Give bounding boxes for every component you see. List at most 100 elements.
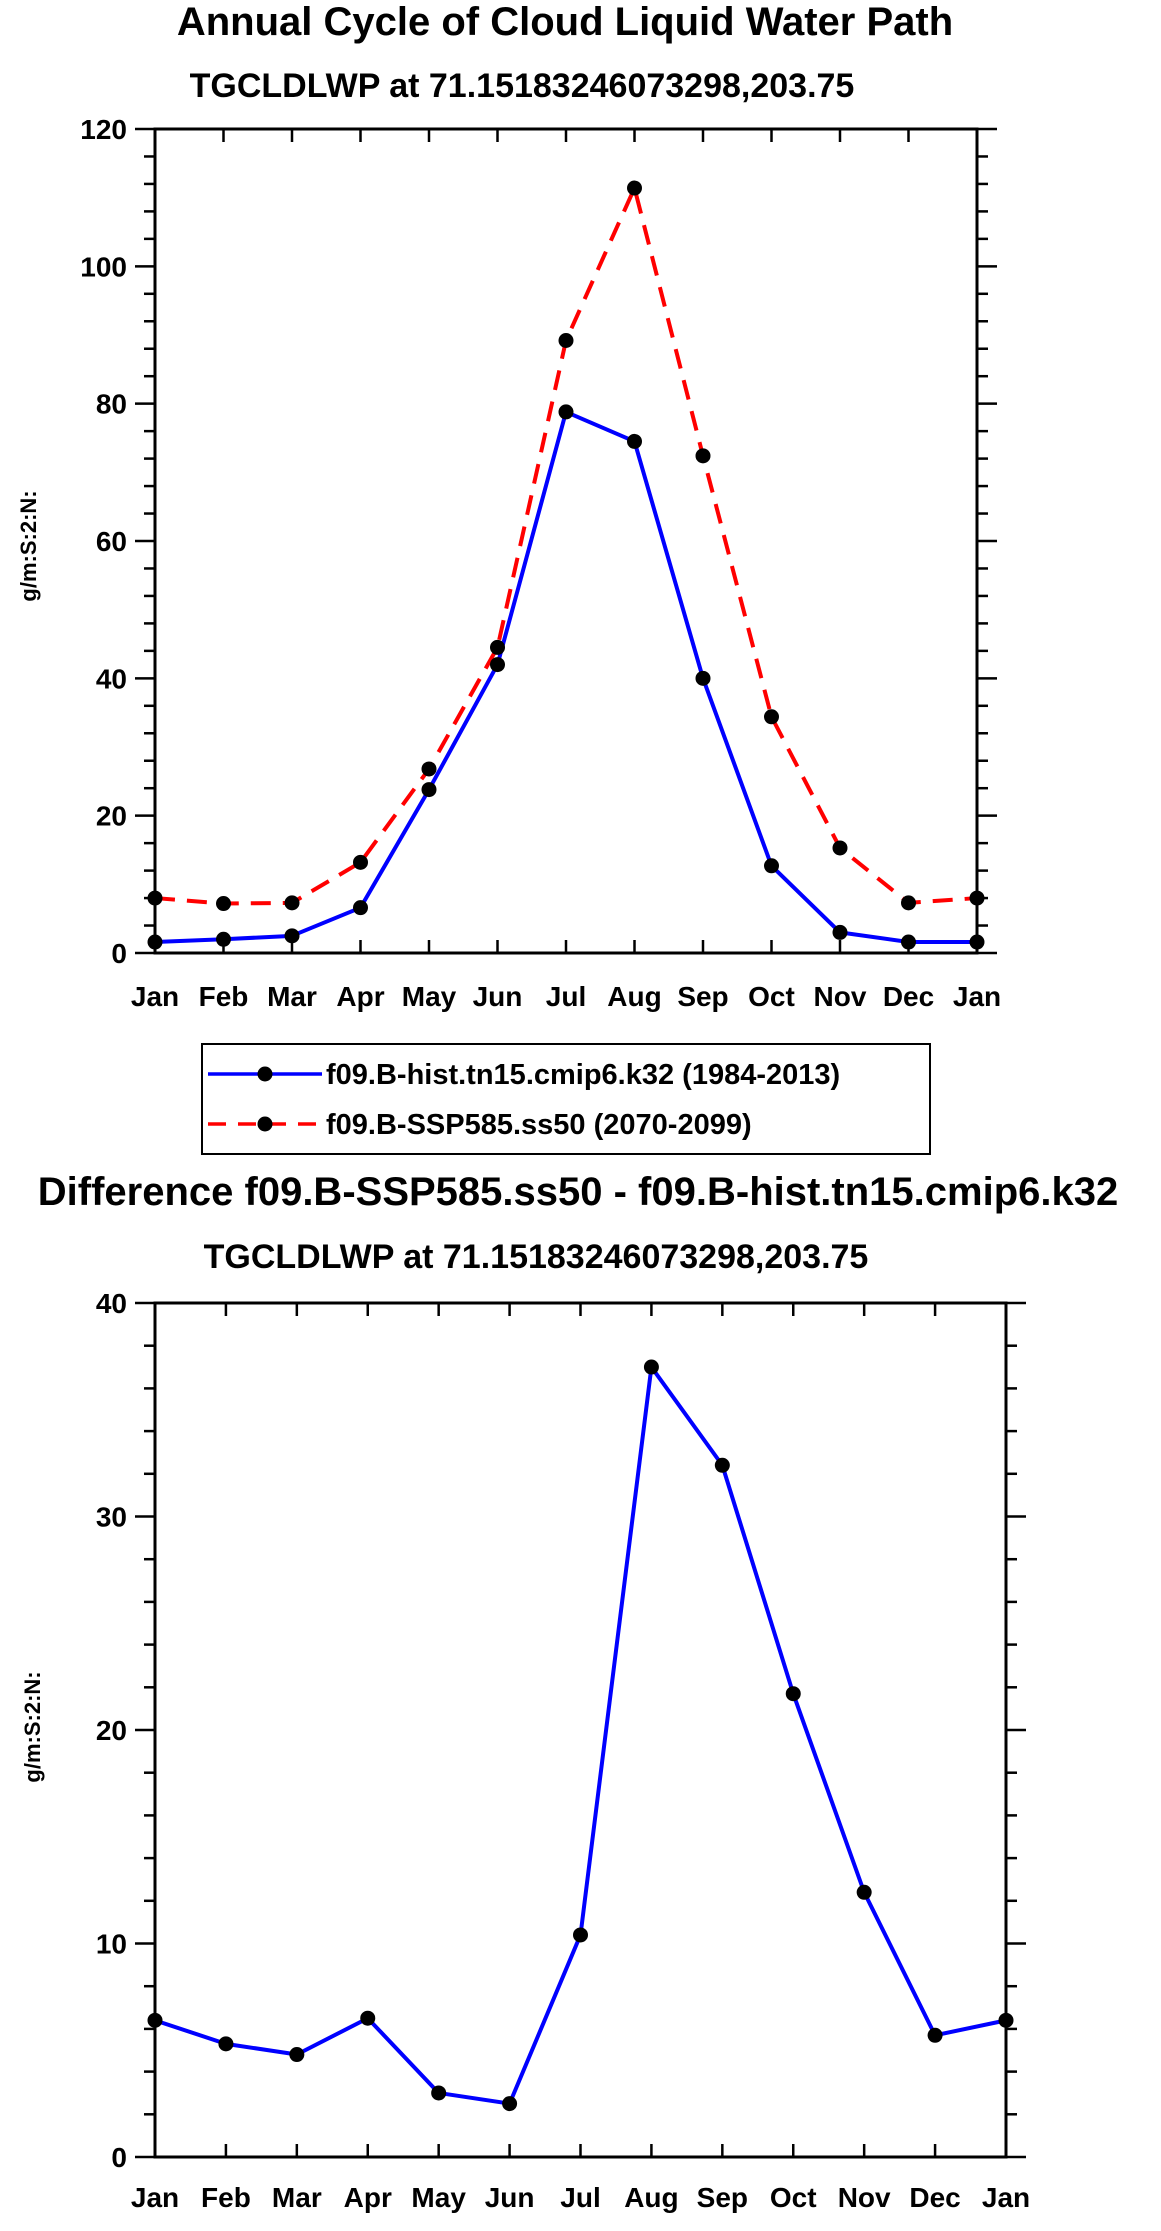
x-tick-label: Mar [267, 981, 317, 1012]
x-tick-label: Feb [201, 2182, 251, 2213]
y-tick-label: 10 [96, 1929, 127, 1960]
x-tick-label: Oct [748, 981, 795, 1012]
data-point-series-1 [627, 180, 642, 196]
y-tick-label: 120 [80, 114, 127, 145]
data-point-series-0 [353, 900, 368, 916]
x-tick-label: Feb [199, 981, 249, 1012]
x-tick-label: Jan [982, 2182, 1030, 2213]
data-point-series-0 [360, 2010, 376, 2026]
x-tick-label: Aug [624, 2182, 678, 2213]
y-tick-label: 0 [111, 2142, 127, 2173]
data-point-series-0 [927, 2027, 943, 2043]
y-tick-label: 20 [96, 1715, 127, 1746]
data-point-series-0 [856, 1884, 872, 1900]
data-point-series-1 [764, 709, 779, 725]
series-line-0 [154, 1365, 1007, 2106]
data-point-series-1 [147, 890, 163, 906]
y-axis-label: g/m:S:2:N: [20, 1671, 45, 1782]
data-point-series-0 [218, 2036, 234, 2052]
x-tick-label: Aug [607, 981, 661, 1012]
x-tick-label: Apr [336, 981, 384, 1012]
chart-title: Annual Cycle of Cloud Liquid Water Path [177, 0, 953, 44]
data-point-series-0 [764, 858, 779, 874]
data-point-series-1 [284, 895, 300, 911]
data-point-series-1 [832, 840, 848, 856]
data-point-series-0 [832, 924, 848, 940]
data-point-series-0 [284, 928, 300, 944]
legend-box [201, 1043, 931, 1155]
data-point-series-1 [558, 332, 574, 348]
data-point-series-0 [289, 2047, 305, 2063]
x-tick-label: Dec [883, 981, 934, 1012]
x-tick-label: May [411, 2182, 466, 2213]
legend-label-hist: f09.B-hist.tn15.cmip6.k32 (1984-2013) [326, 1059, 840, 1091]
data-point-series-0 [573, 1927, 588, 1943]
y-tick-label: 30 [96, 1502, 127, 1533]
data-point-series-1 [695, 448, 711, 464]
data-point-series-0 [147, 2012, 163, 2028]
data-point-series-0 [216, 931, 231, 947]
y-tick-label: 60 [96, 526, 127, 557]
data-point-series-1 [353, 854, 368, 870]
data-point-series-0 [431, 2085, 447, 2101]
y-tick-label: 100 [80, 251, 127, 282]
x-tick-label: Sep [697, 2182, 748, 2213]
data-point-series-0 [643, 1359, 659, 1375]
series-line-0 [154, 409, 977, 945]
data-point-series-0 [502, 2096, 518, 2112]
chart-title: Difference f09.B-SSP585.ss50 - f09.B-his… [38, 1170, 1118, 1214]
data-point-series-1 [901, 895, 916, 911]
data-point-series-0 [998, 2012, 1014, 2028]
data-point-series-0 [785, 1686, 801, 1702]
legend-marker-hist [257, 1066, 273, 1082]
x-tick-label: Jul [560, 2182, 600, 2213]
y-axis-label: g/m:S:2:N: [16, 490, 41, 601]
legend: f09.B-hist.tn15.cmip6.k32 (1984-2013) f0… [201, 1043, 931, 1155]
axes-frame: Jan Feb Mar Apr May Jun Jul Aug Sep Oct Nov Dec Jan0… [96, 1288, 1030, 2213]
x-tick-label: Dec [909, 2182, 960, 2213]
x-tick-label: Nov [838, 2182, 891, 2213]
x-tick-label: Jan [131, 981, 179, 1012]
x-tick-label: May [402, 981, 457, 1012]
y-tick-label: 20 [96, 801, 127, 832]
data-point-series-0 [627, 433, 642, 449]
chart-subtitle: TGCLDLWP at 71.15183246073298,203.75 [190, 67, 855, 105]
data-point-series-1 [421, 761, 437, 777]
y-tick-label: 80 [96, 389, 127, 420]
x-tick-label: Jun [473, 981, 523, 1012]
difference-chart: Difference f09.B-SSP585.ss50 - f09.B-his… [20, 1170, 1118, 2213]
x-tick-label: Jun [485, 2182, 535, 2213]
legend-marker-ssp [257, 1116, 273, 1132]
y-tick-label: 0 [111, 938, 127, 969]
series-layer [147, 1359, 1014, 2112]
data-point-series-0 [147, 934, 163, 950]
chart-subtitle: TGCLDLWP at 71.15183246073298,203.75 [204, 1238, 869, 1276]
x-tick-label: Mar [272, 2182, 322, 2213]
x-tick-label: Apr [344, 2182, 392, 2213]
data-point-series-0 [490, 657, 505, 673]
data-point-series-0 [714, 1457, 730, 1473]
x-tick-label: Jul [546, 981, 586, 1012]
series-layer [147, 180, 985, 950]
data-point-series-0 [695, 670, 711, 686]
data-point-series-0 [558, 404, 574, 420]
series-line-1 [154, 186, 978, 906]
data-point-series-0 [901, 934, 916, 950]
y-tick-label: 40 [96, 1288, 127, 1319]
axes-frame: Jan Feb Mar Apr May Jun Jul Aug Sep Oct Nov Dec Jan0… [80, 114, 1001, 1012]
x-tick-label: Nov [814, 981, 867, 1012]
x-tick-label: Oct [770, 2182, 817, 2213]
legend-label-ssp: f09.B-SSP585.ss50 (2070-2099) [326, 1109, 752, 1141]
x-tick-label: Sep [677, 981, 728, 1012]
data-point-series-0 [421, 782, 437, 798]
data-point-series-1 [216, 896, 231, 912]
data-point-series-1 [969, 890, 985, 906]
data-point-series-0 [969, 934, 985, 950]
plot-frame [153, 1301, 1008, 2159]
y-tick-label: 40 [96, 663, 127, 694]
x-tick-label: Jan [953, 981, 1001, 1012]
data-point-series-1 [490, 639, 505, 655]
x-tick-label: Jan [131, 2182, 179, 2213]
plot-frame [153, 127, 979, 955]
